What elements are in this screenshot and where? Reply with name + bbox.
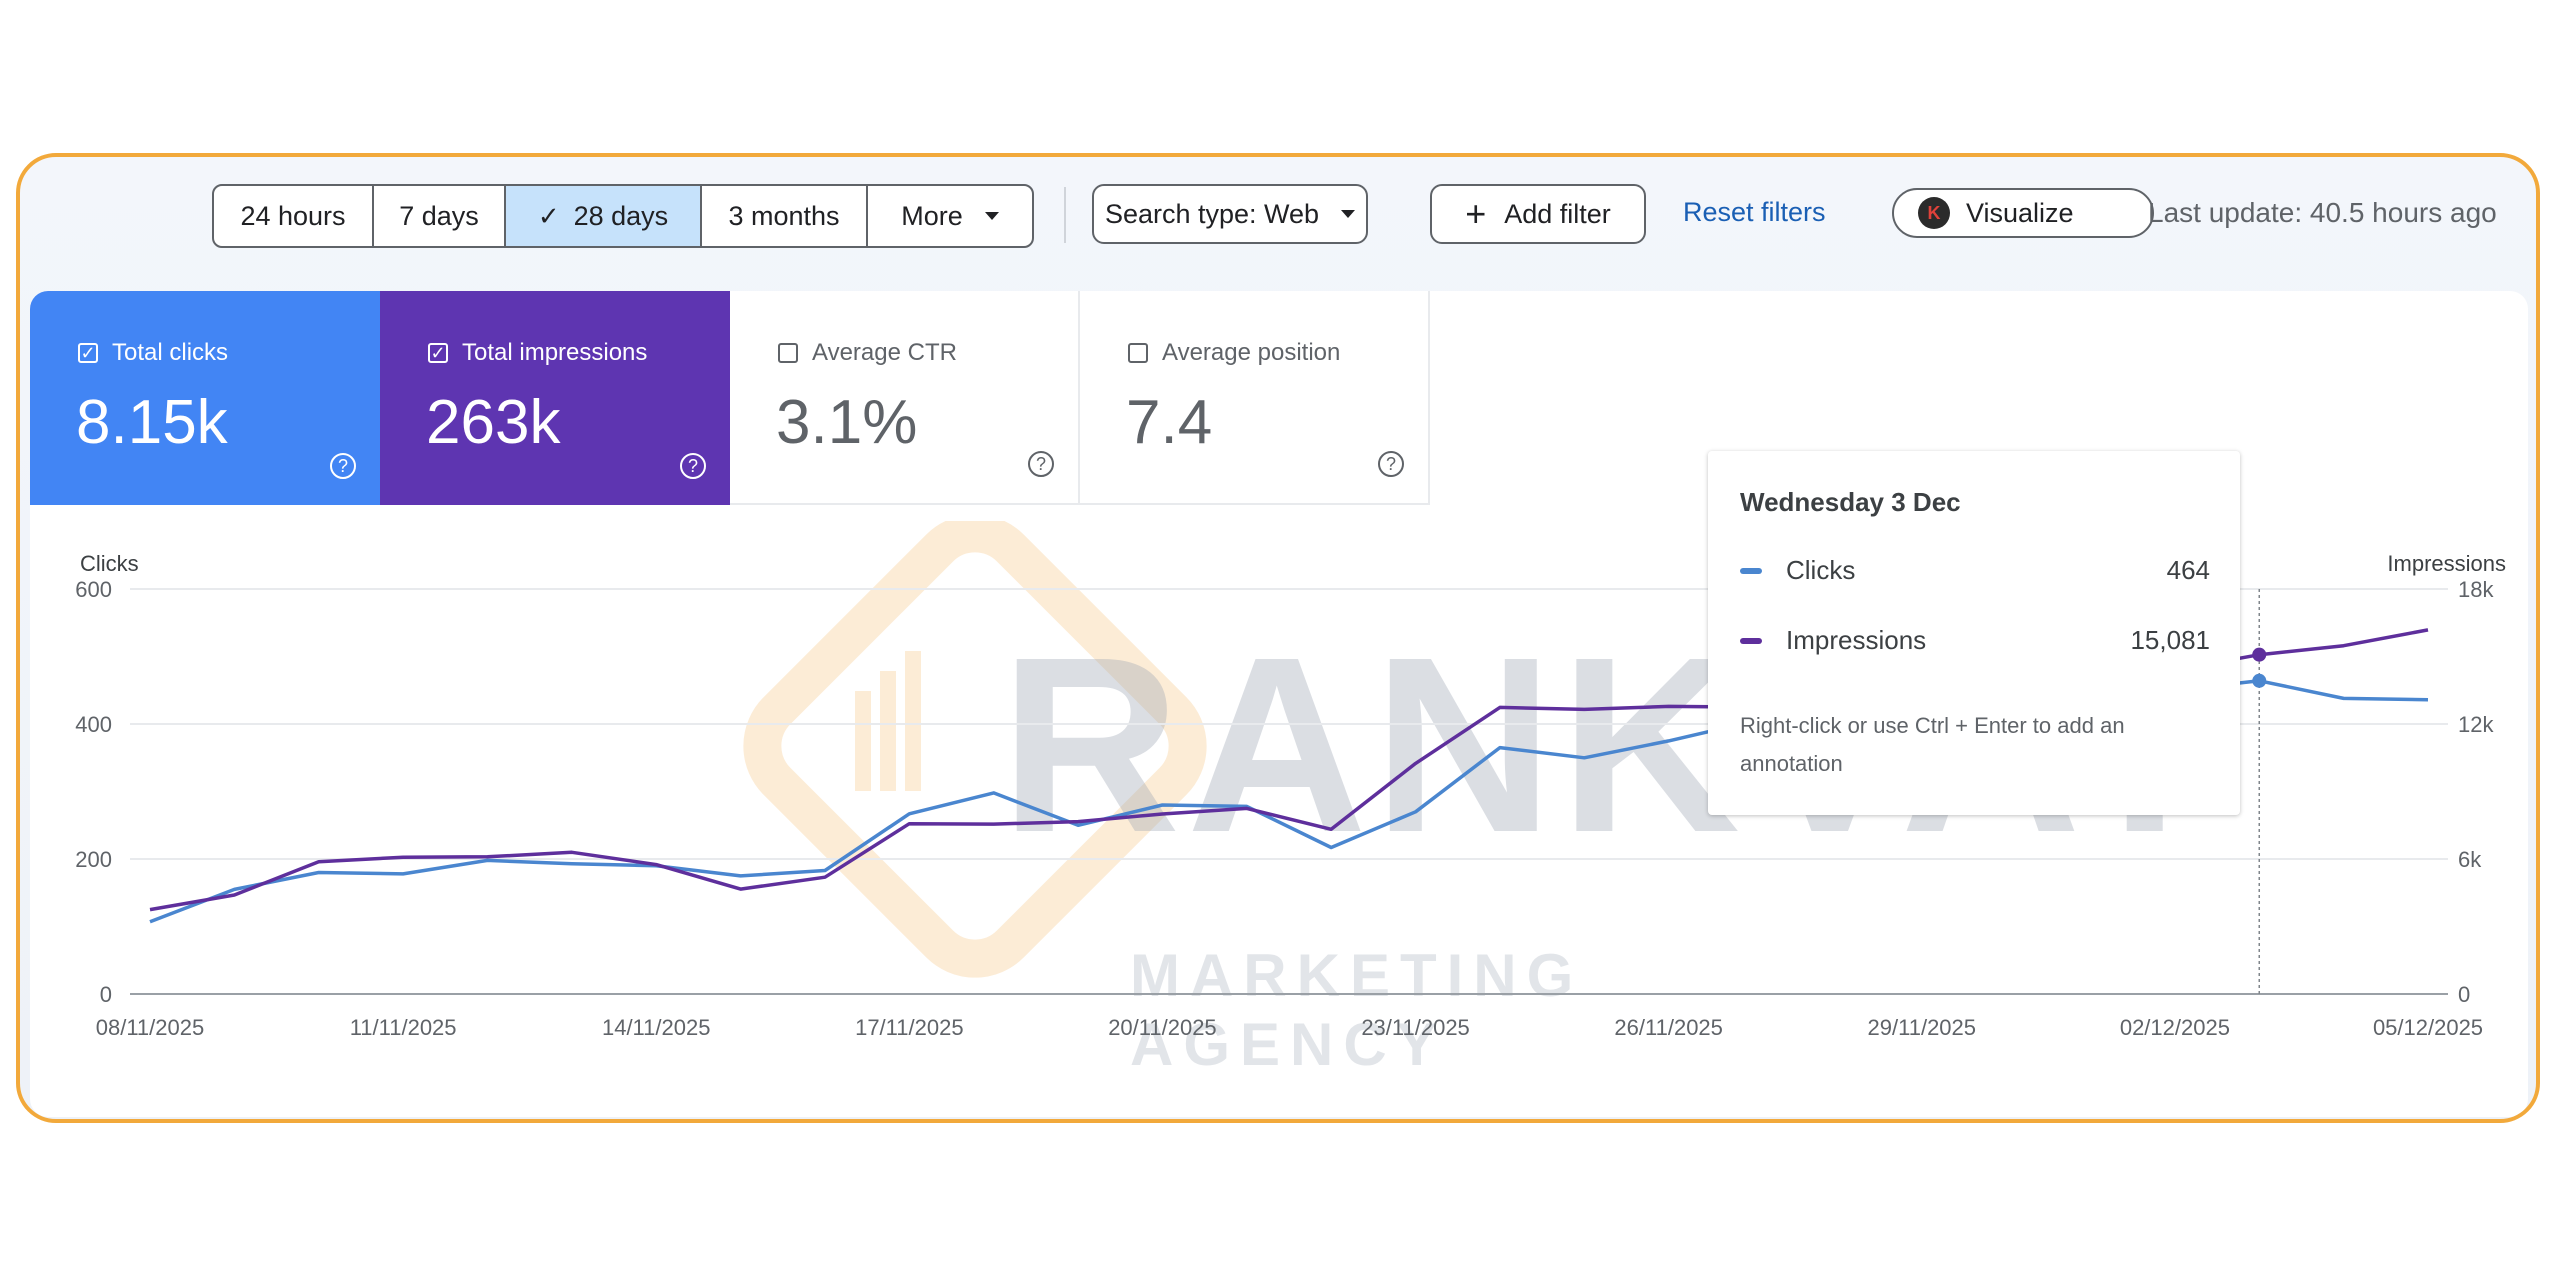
metric-value: 8.15k (76, 388, 228, 457)
performance-card: ✓ Total clicks 8.15k ? ✓ Total impressions… (30, 291, 2528, 1117)
x-tick-label: 20/11/2025 (1108, 1015, 1216, 1040)
tooltip-value: 464 (2166, 555, 2210, 585)
impressions-swatch-icon (1740, 637, 1762, 644)
add-filter-label: Add filter (1504, 198, 1611, 229)
x-tick-label: 11/11/2025 (350, 1015, 457, 1040)
check-icon: ✓ (537, 200, 560, 231)
reset-filters-link[interactable]: Reset filters (1683, 197, 1826, 227)
x-tick-label: 17/11/2025 (855, 1015, 963, 1040)
visualize-button[interactable]: K Visualize (1892, 188, 2154, 238)
chevron-down-icon (984, 212, 999, 220)
search-type-dropdown[interactable]: Search type: Web (1092, 184, 1368, 244)
performance-chart: 600 18k 400 12k 200 6k 0 0 Clicks Impressions 08/1… (75, 551, 2506, 1040)
help-icon[interactable]: ? (1378, 451, 1404, 477)
clicks-swatch-icon (1740, 567, 1762, 574)
y-right-tick-label: 6k (2458, 847, 2482, 872)
x-tick-label: 14/11/2025 (602, 1015, 710, 1040)
tooltip-label: Impressions (1786, 625, 1927, 655)
y-right-tick-label: 12k (2458, 712, 2494, 737)
x-tick-label: 23/11/2025 (1361, 1015, 1469, 1040)
metric-value: 7.4 (1126, 388, 1213, 457)
visualize-label: Visualize (1966, 197, 2074, 228)
y-right-tick-label: 0 (2458, 982, 2470, 1007)
toolbar-divider (1064, 187, 1066, 243)
y-left-tick-label: 600 (75, 577, 112, 602)
checkbox-checked-icon: ✓ (78, 343, 98, 363)
metric-total-clicks[interactable]: ✓ Total clicks 8.15k ? (30, 291, 380, 505)
y-right-axis-title: Impressions (2387, 551, 2506, 576)
metric-label: Average CTR (812, 339, 957, 366)
tooltip-value: 15,081 (2130, 625, 2210, 655)
tooltip-row-impressions: Impressions 15,081 (1740, 625, 2210, 656)
metric-label: Total impressions (462, 339, 648, 366)
toolbar: 24 hours 7 days ✓ 28 days 3 months More … (20, 157, 2536, 287)
x-tick-label: 05/12/2025 (2373, 1015, 2483, 1040)
range-24-hours[interactable]: 24 hours (214, 186, 374, 246)
range-more-dropdown[interactable]: More (868, 186, 1032, 246)
help-icon[interactable]: ? (330, 453, 356, 479)
checkbox-unchecked-icon (1128, 343, 1148, 363)
range-3-months[interactable]: 3 months (702, 186, 868, 246)
range-7-days[interactable]: 7 days (374, 186, 506, 246)
tooltip-label: Clicks (1786, 555, 1856, 585)
tooltip-row-clicks: Clicks 464 (1740, 555, 2210, 586)
metric-total-impressions[interactable]: ✓ Total impressions 263k ? (380, 291, 730, 505)
search-console-panel: 24 hours 7 days ✓ 28 days 3 months More … (16, 153, 2540, 1123)
range-28-days-label: 28 days (573, 200, 669, 231)
date-range-selector: 24 hours 7 days ✓ 28 days 3 months More (212, 184, 1034, 248)
y-right-tick-label: 18k (2458, 577, 2494, 602)
plus-icon: + (1465, 193, 1487, 234)
checkbox-checked-icon: ✓ (428, 343, 448, 363)
visualize-logo-icon: K (1918, 197, 1950, 229)
metric-average-ctr[interactable]: Average CTR 3.1% ? (730, 291, 1080, 505)
y-left-axis-title: Clicks (80, 551, 139, 576)
search-type-label: Search type: Web (1104, 198, 1320, 229)
chevron-down-icon (1341, 210, 1356, 218)
x-tick-label: 29/11/2025 (1868, 1015, 1976, 1040)
y-left-tick-label: 400 (75, 712, 112, 737)
metric-label: Total clicks (112, 339, 229, 366)
y-left-tick-label: 200 (75, 847, 112, 872)
help-icon[interactable]: ? (680, 453, 706, 479)
y-left-tick-label: 0 (100, 982, 112, 1007)
chart-tooltip: Wednesday 3 Dec Clicks 464 Impressions 1… (1708, 451, 2240, 815)
checkbox-unchecked-icon (778, 343, 798, 363)
tooltip-hint: Right-click or use Ctrl + Enter to add a… (1740, 713, 2125, 776)
x-tick-label: 26/11/2025 (1614, 1015, 1722, 1040)
x-tick-label: 08/11/2025 (96, 1015, 204, 1040)
metric-value: 3.1% (776, 388, 918, 457)
metric-value: 263k (426, 388, 561, 457)
hover-point-impressions (2252, 647, 2267, 662)
x-tick-label: 02/12/2025 (2120, 1015, 2230, 1040)
add-filter-button[interactable]: + Add filter (1430, 184, 1646, 244)
range-more-label: More (901, 200, 963, 231)
help-icon[interactable]: ? (1028, 451, 1054, 477)
range-28-days[interactable]: ✓ 28 days (506, 186, 702, 246)
last-update-text: Last update: 40.5 hours ago (2148, 197, 2497, 228)
metric-label: Average position (1162, 339, 1341, 366)
hover-point-clicks (2252, 673, 2267, 688)
metric-average-position[interactable]: Average position 7.4 ? (1080, 291, 1430, 505)
tooltip-date: Wednesday 3 Dec (1740, 487, 1961, 517)
